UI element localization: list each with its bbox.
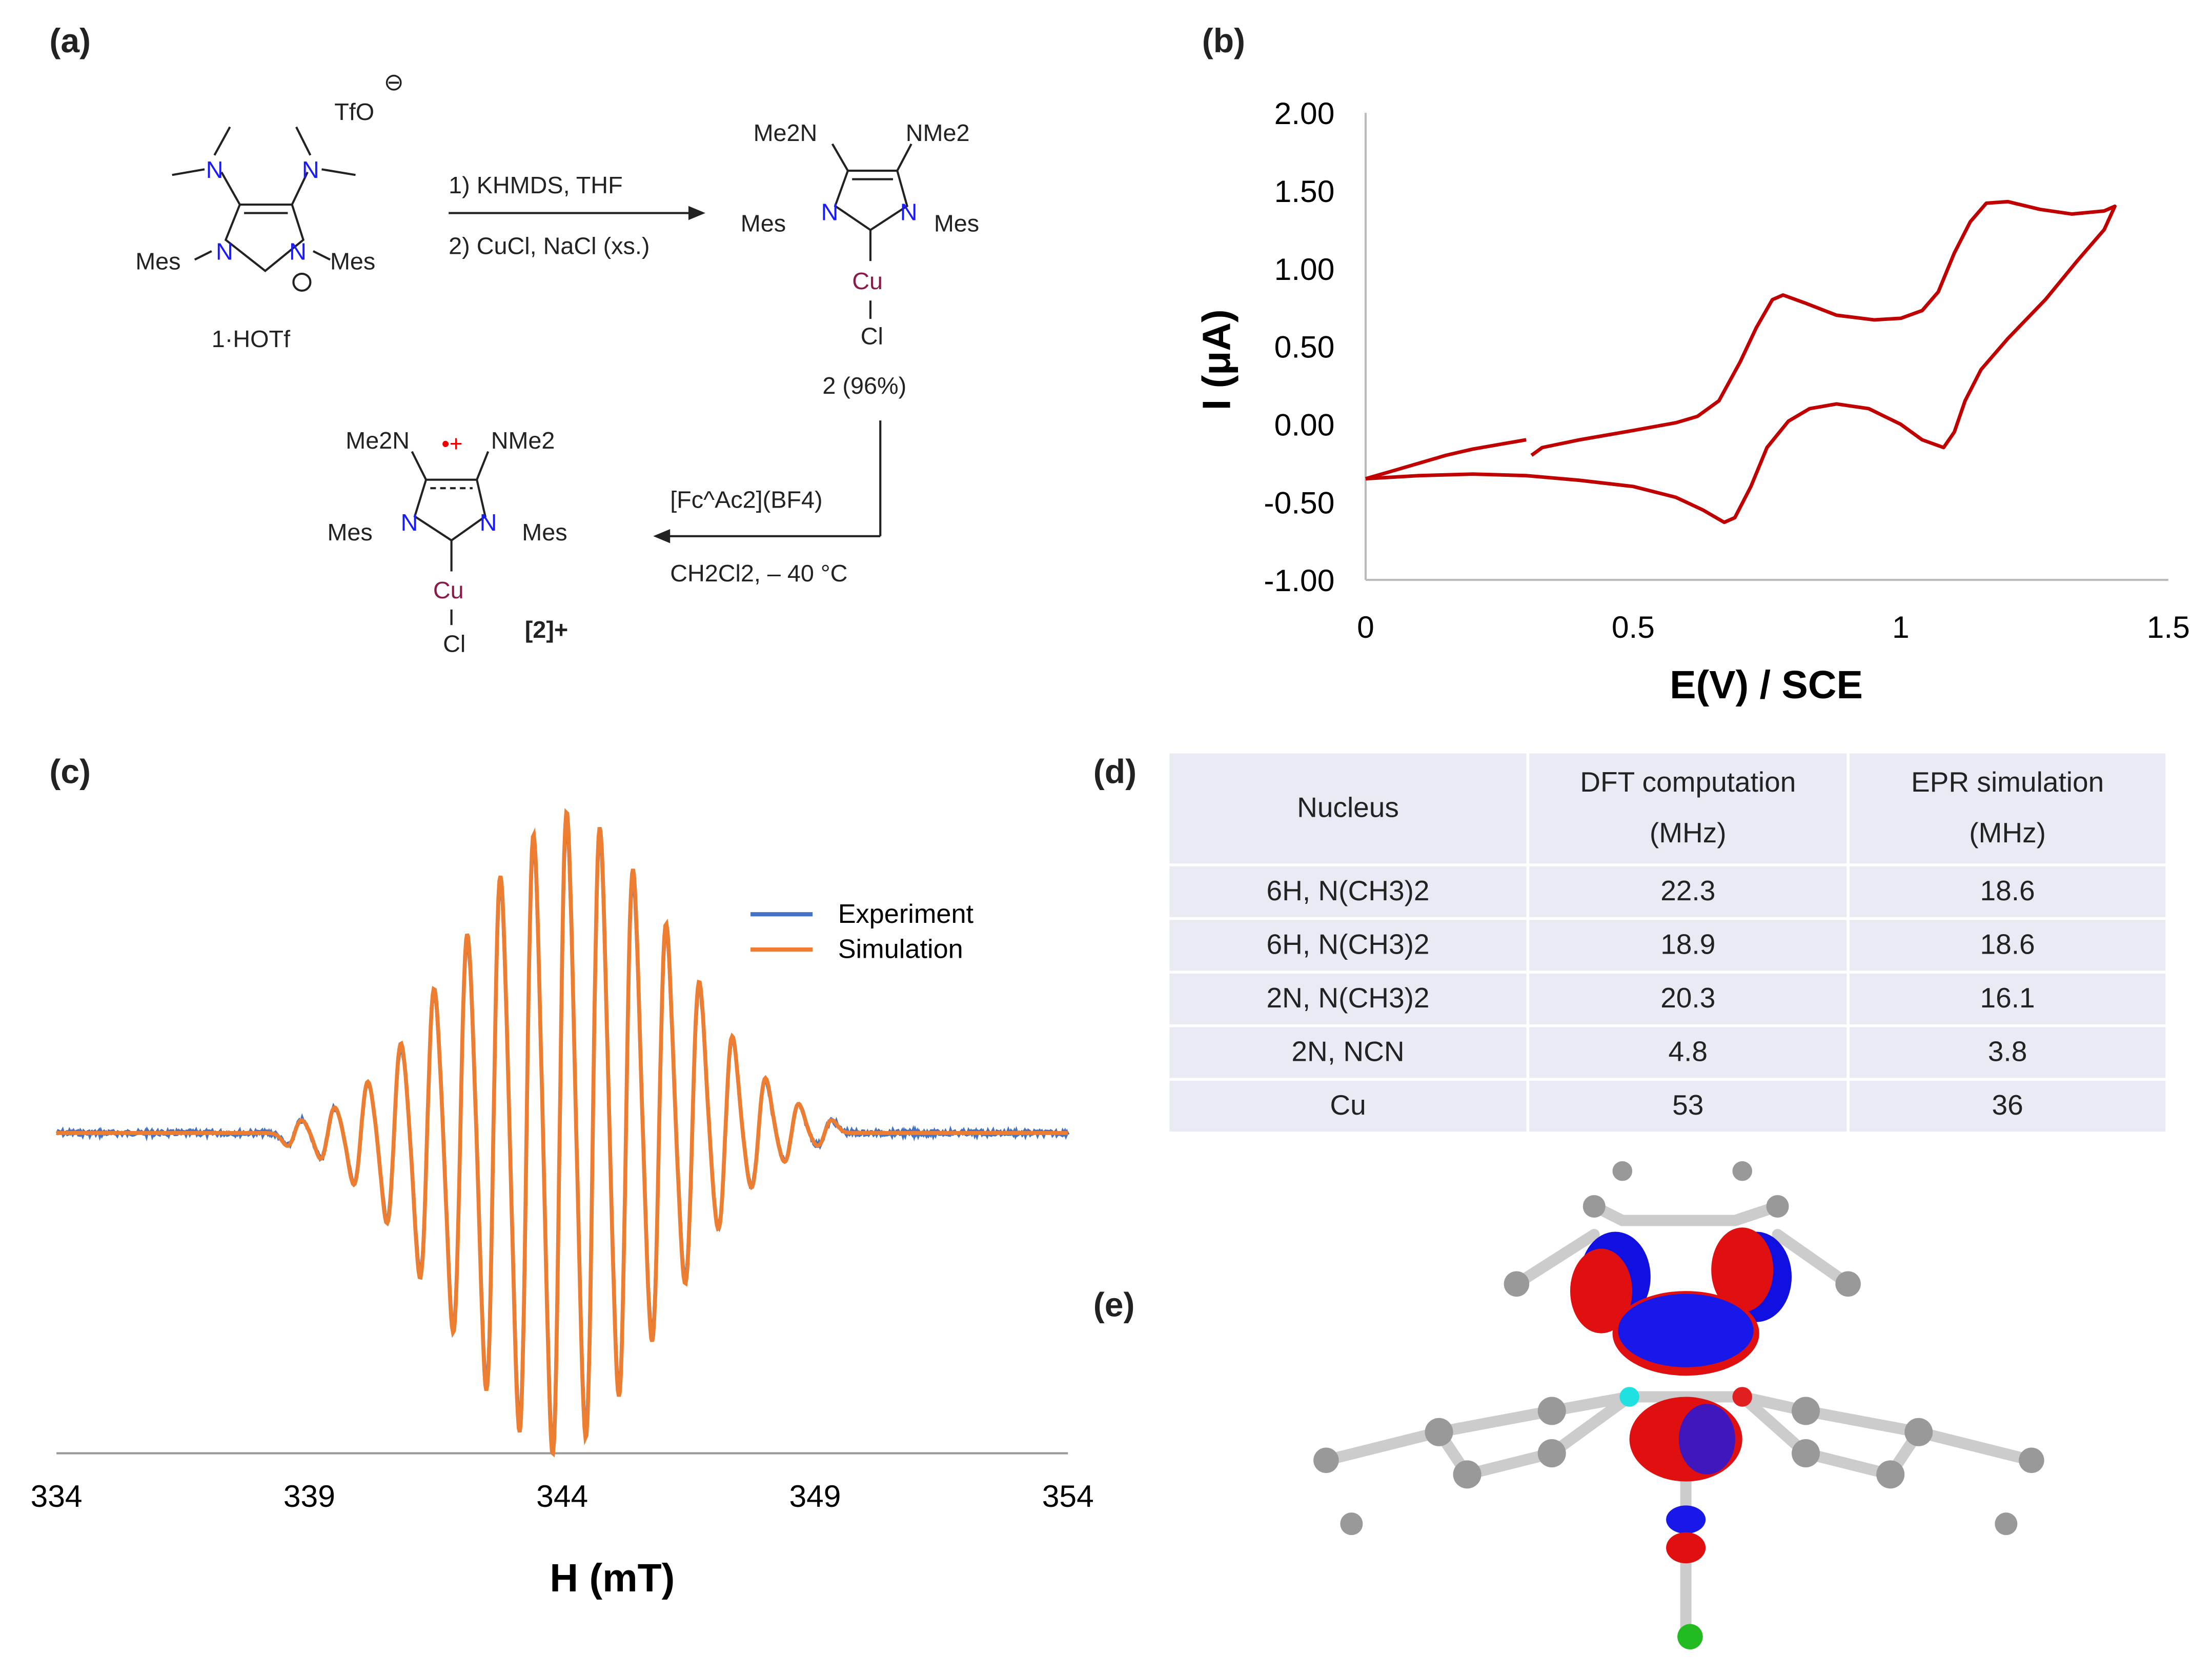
atom-n: N: [900, 198, 918, 225]
svg-text:⊖: ⊖: [384, 69, 404, 95]
cell-nucleus: 6H, N(CH3)2: [1169, 920, 1527, 971]
panel-label-d: (d): [1093, 753, 1137, 792]
y-tick-label: 1.50: [1274, 174, 1335, 209]
step-2: 2) CuCl, NaCl (xs.): [449, 232, 650, 259]
atom-nme2: NMe2: [906, 119, 970, 146]
header-epr: EPR simulation (MHz): [1849, 753, 2166, 864]
cell-dft: 4.8: [1529, 1027, 1847, 1078]
x-tick-label: 339: [283, 1479, 335, 1513]
oxidant: [Fc^Ac2](BF4): [670, 487, 822, 513]
atom-n: N: [216, 238, 233, 265]
table-row: 2N, N(CH3)2 20.3 16.1: [1169, 973, 2166, 1024]
reaction-scheme: TfO ⊖ N N N N Mes Mes 1·HOTf 1) KHMDS, T…: [135, 69, 979, 657]
compound-2-label: 2 (96%): [822, 372, 906, 399]
header-dft: DFT computation (MHz): [1529, 753, 1847, 864]
cell-nucleus: Cu: [1169, 1081, 1527, 1132]
atom-mes: Mes: [327, 519, 372, 546]
y-tick-label: -1.00: [1264, 563, 1334, 598]
cell-nucleus: 6H, N(CH3)2: [1169, 866, 1527, 917]
cell-epr: 18.6: [1849, 866, 2166, 917]
cell-epr: 16.1: [1849, 973, 2166, 1024]
atom-cu: Cu: [433, 577, 464, 603]
cell-dft: 22.3: [1529, 866, 1847, 917]
header-dft-line1: DFT computation: [1580, 768, 1796, 799]
epr-simulation-line: [56, 808, 1068, 1458]
step-1: 1) KHMDS, THF: [449, 172, 623, 198]
y-axis-label: I (μA): [1195, 309, 1239, 410]
x-tick-label: 349: [789, 1479, 841, 1513]
compound-1-label: 1·HOTf: [212, 326, 291, 352]
atom-mes: Mes: [741, 210, 786, 236]
atom-me2n: Me2N: [754, 119, 818, 146]
table-row: Cu 53 36: [1169, 1081, 2166, 1132]
cv-segment-1: [1365, 438, 1527, 481]
y-tick-label: 0.50: [1274, 330, 1335, 365]
atom-mes: Mes: [330, 248, 375, 275]
cell-dft: 18.9: [1529, 920, 1847, 971]
panel-label-a: (a): [49, 23, 91, 61]
header-nucleus: Nucleus: [1169, 753, 1527, 864]
panel-label-b: (b): [1202, 23, 1246, 61]
cell-dft: 20.3: [1529, 973, 1847, 1024]
hyperfine-table: Nucleus DFT computation (MHz) EPR simulat…: [1167, 751, 2168, 1135]
svg-text:•+: •+: [441, 432, 462, 457]
atom-cl: Cl: [443, 630, 465, 657]
cell-nucleus: 2N, N(CH3)2: [1169, 973, 1527, 1024]
arrow-head-icon: [688, 206, 705, 220]
cell-nucleus: 2N, NCN: [1169, 1027, 1527, 1078]
cv-segment-2: [1365, 199, 2117, 524]
atom-mes: Mes: [522, 519, 567, 546]
x-tick-label: 1.5: [2147, 610, 2190, 644]
cell-epr: 18.6: [1849, 920, 2166, 971]
x-tick-label: 0.5: [1612, 610, 1655, 644]
panel-label-e: (e): [1093, 1286, 1135, 1325]
compound-3-label: [2]+: [525, 616, 568, 643]
atom-cl: Cl: [861, 322, 883, 349]
x-axis-label: H (mT): [550, 1556, 675, 1600]
cell-dft: 53: [1529, 1081, 1847, 1132]
atom-mes: Mes: [934, 210, 979, 236]
epr-chart: 334 339 344 349 354 Experiment Simulation H …: [31, 808, 1094, 1600]
legend-simulation: Simulation: [838, 935, 963, 964]
counterion: TfO: [334, 98, 374, 125]
atom-mes: Mes: [135, 248, 180, 275]
atom-n: N: [401, 509, 418, 536]
table-row: 6H, N(CH3)2 18.9 18.6: [1169, 920, 2166, 971]
y-tick-label: -0.50: [1264, 485, 1334, 520]
x-tick-label: 334: [31, 1479, 83, 1513]
spin-density-model: [1313, 1161, 2044, 1650]
atom-n: N: [480, 509, 497, 536]
atom-cu: Cu: [852, 268, 883, 294]
cell-epr: 3.8: [1849, 1027, 2166, 1078]
atom-n: N: [302, 156, 319, 183]
conditions: CH2Cl2, – 40 °C: [670, 560, 847, 587]
header-epr-line1: EPR simulation: [1911, 768, 2104, 799]
legend-experiment: Experiment: [838, 899, 974, 929]
cell-epr: 36: [1849, 1081, 2166, 1132]
atom-me2n: Me2N: [346, 427, 410, 454]
x-tick-label: 344: [536, 1479, 588, 1513]
arrow-head-icon: [653, 529, 671, 543]
cv-chart: 0 0.5 1 1.5 2.00 1.50 1.00 0.50 0.00 -0.50 -1.00 E…: [1195, 96, 2190, 707]
y-tick-label: 2.00: [1274, 96, 1335, 131]
y-tick-label: 0.00: [1274, 407, 1335, 442]
header-epr-line2: (MHz): [1969, 818, 2046, 850]
x-tick-label: 354: [1042, 1479, 1094, 1513]
x-tick-label: 1: [1892, 610, 1910, 644]
y-tick-label: 1.00: [1274, 252, 1335, 287]
atom-n: N: [206, 156, 224, 183]
panel-label-c: (c): [49, 753, 91, 792]
atom-n: N: [289, 238, 307, 265]
table-row: 2N, NCN 4.8 3.8: [1169, 1027, 2166, 1078]
x-tick-label: 0: [1357, 610, 1374, 644]
header-dft-line2: (MHz): [1649, 818, 1727, 850]
atom-nme2: NMe2: [491, 427, 555, 454]
atom-n: N: [821, 198, 839, 225]
table-row: 6H, N(CH3)2 22.3 18.6: [1169, 866, 2166, 917]
x-axis-label: E(V) / SCE: [1670, 663, 1863, 707]
